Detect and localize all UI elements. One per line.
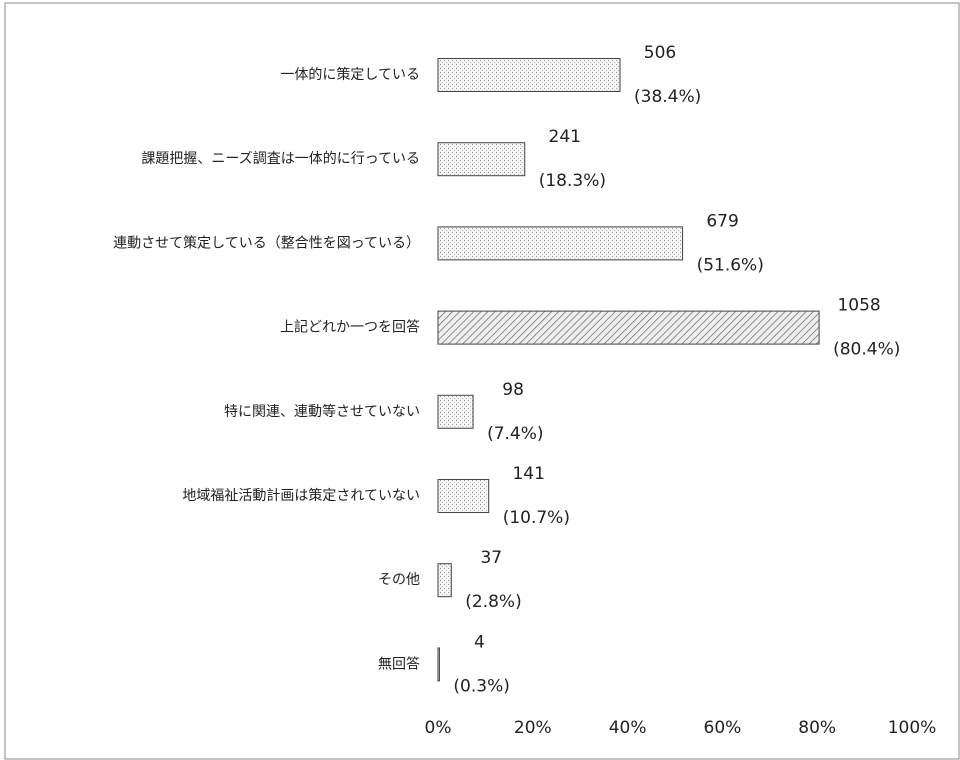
bar <box>437 479 490 513</box>
category-label: 一体的に策定している <box>280 66 420 83</box>
category-label: 課題把握、ニーズ調査は一体的に行っている <box>141 151 420 167</box>
count-label: 37 <box>480 548 502 568</box>
count-label: 1058 <box>837 296 880 316</box>
category-label: その他 <box>378 572 420 588</box>
x-tick-label: 20% <box>514 718 552 738</box>
bar <box>437 310 820 345</box>
category-label: 連動させて策定している（整合性を図っている） <box>113 234 420 251</box>
x-tick-label: 0% <box>425 718 452 738</box>
category-label: 特に関連、連動等させていない <box>224 403 420 420</box>
category-label: 地域福祉活動計画は策定されていない <box>182 487 420 504</box>
count-label: 141 <box>512 464 544 484</box>
value-label: (10.7%) <box>503 508 570 528</box>
frame <box>4 2 960 760</box>
x-tick-label: 60% <box>704 718 742 738</box>
value-label: (51.6%) <box>697 255 764 275</box>
value-label: (18.3%) <box>539 171 606 191</box>
bar <box>437 394 474 429</box>
bar <box>437 563 452 598</box>
bar <box>437 226 684 261</box>
value-label: (38.4%) <box>634 87 701 107</box>
value-label: (0.3%) <box>453 676 509 696</box>
x-tick-label: 80% <box>798 718 836 738</box>
bar <box>437 58 621 92</box>
count-label: 506 <box>644 43 676 63</box>
value-label: (7.4%) <box>487 424 543 444</box>
count-label: 98 <box>502 380 524 400</box>
category-label: 無回答 <box>378 655 420 672</box>
count-label: 241 <box>549 127 581 147</box>
x-tick-label: 40% <box>609 718 647 738</box>
bar <box>437 142 526 177</box>
x-tick-label: 100% <box>888 718 937 738</box>
bar <box>437 647 440 682</box>
count-label: 4 <box>474 632 485 652</box>
value-label: (2.8%) <box>465 592 521 612</box>
value-label: (80.4%) <box>833 340 900 360</box>
count-label: 679 <box>706 211 738 231</box>
category-label: 上記どれか一つを回答 <box>280 319 420 336</box>
